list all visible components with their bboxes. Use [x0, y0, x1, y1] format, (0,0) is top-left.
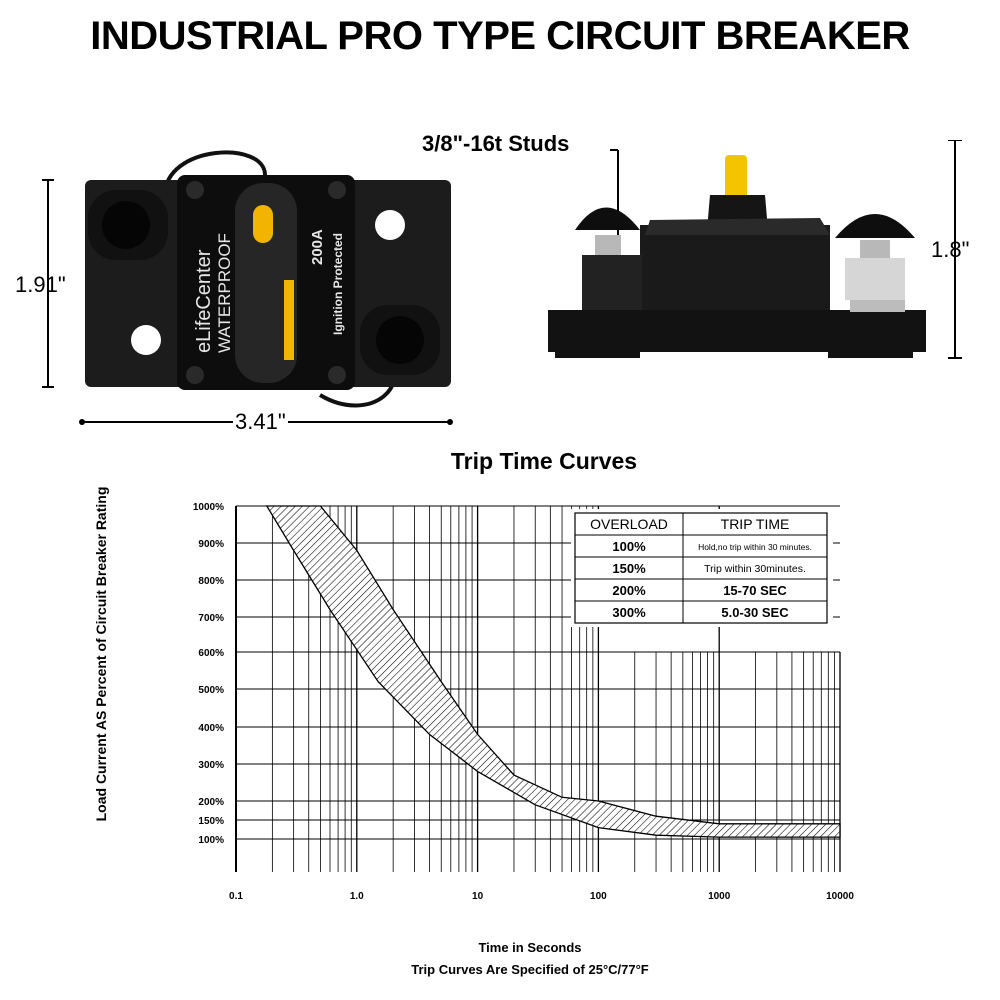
trip-time-chart: 1000% 900% 800% 700% 600% 500% 400% 300% 200% 150… — [193, 502, 854, 902]
stud-cap-icon — [376, 316, 424, 364]
stud-cap-icon — [102, 201, 150, 249]
table-cell-trip-time: Hold,no trip within 30 minutes. — [698, 542, 812, 552]
table-cell-overload: 100% — [612, 539, 646, 554]
table-header: OVERLOAD — [590, 516, 668, 532]
table-header: TRIP TIME — [721, 516, 790, 532]
x-tick-label: 10 — [472, 891, 484, 902]
x-tick-label: 1000 — [708, 891, 731, 902]
x-tick-label: 1.0 — [350, 891, 364, 902]
yellow-indicator-icon — [253, 205, 273, 243]
height-side-label: 1.8" — [931, 237, 970, 262]
y-tick-label: 400% — [198, 723, 224, 734]
y-tick-label: 100% — [198, 835, 224, 846]
table-cell-overload: 200% — [612, 583, 646, 598]
stud-cap-icon — [575, 207, 640, 230]
trip-curve-band — [265, 505, 841, 838]
brand-label: eLifeCenter — [193, 249, 215, 353]
studs-label: 3/8"-16t Studs — [422, 131, 570, 156]
table-cell-overload: 300% — [612, 605, 646, 620]
page-title: INDUSTRIAL PRO TYPE CIRCUIT BREAKER — [90, 14, 910, 58]
protection-label: Ignition Protected — [331, 233, 345, 335]
table-cell-trip-time: 5.0-30 SEC — [721, 605, 789, 620]
table-cell-overload: 150% — [612, 561, 646, 576]
overload-table — [574, 512, 828, 624]
table-cell-trip-time: 15-70 SEC — [723, 583, 787, 598]
breaker-side-view — [548, 140, 962, 359]
width-label: 3.41" — [233, 409, 288, 435]
x-axis-label: Time in Seconds — [478, 940, 582, 955]
y-tick-label: 150% — [198, 816, 224, 827]
height-front-label: 1.91" — [15, 272, 66, 297]
yellow-lever-icon — [725, 155, 747, 200]
y-tick-label: 1000% — [193, 502, 224, 513]
y-tick-label: 500% — [198, 685, 224, 696]
waterproof-label: WATERPROOF — [215, 233, 234, 353]
breaker-front-view: eLifeCenter WATERPROOF 200A Ignition Pro… — [42, 150, 453, 425]
breaker-side-base — [548, 310, 926, 352]
nut-icon — [845, 258, 905, 300]
y-tick-label: 200% — [198, 797, 224, 808]
y-tick-label: 700% — [198, 613, 224, 624]
stud-cap-icon — [835, 214, 915, 238]
breaker-body — [640, 225, 830, 315]
y-tick-label: 300% — [198, 760, 224, 771]
table-background — [571, 509, 833, 627]
x-tick-label: 10000 — [826, 891, 854, 902]
y-tick-label: 900% — [198, 539, 224, 550]
table-cell-trip-time: Trip within 30minutes. — [704, 563, 806, 575]
y-tick-label: 800% — [198, 576, 224, 587]
chart-title: Trip Time Curves — [450, 448, 638, 474]
reset-lever — [235, 183, 297, 383]
x-axis-note: Trip Curves Are Specified of 25°C/77°F — [411, 962, 649, 977]
y-tick-label: 600% — [198, 648, 224, 659]
rating-label: 200A — [309, 229, 326, 265]
x-tick-label: 0.1 — [229, 891, 243, 902]
x-tick-label: 100 — [590, 891, 607, 902]
